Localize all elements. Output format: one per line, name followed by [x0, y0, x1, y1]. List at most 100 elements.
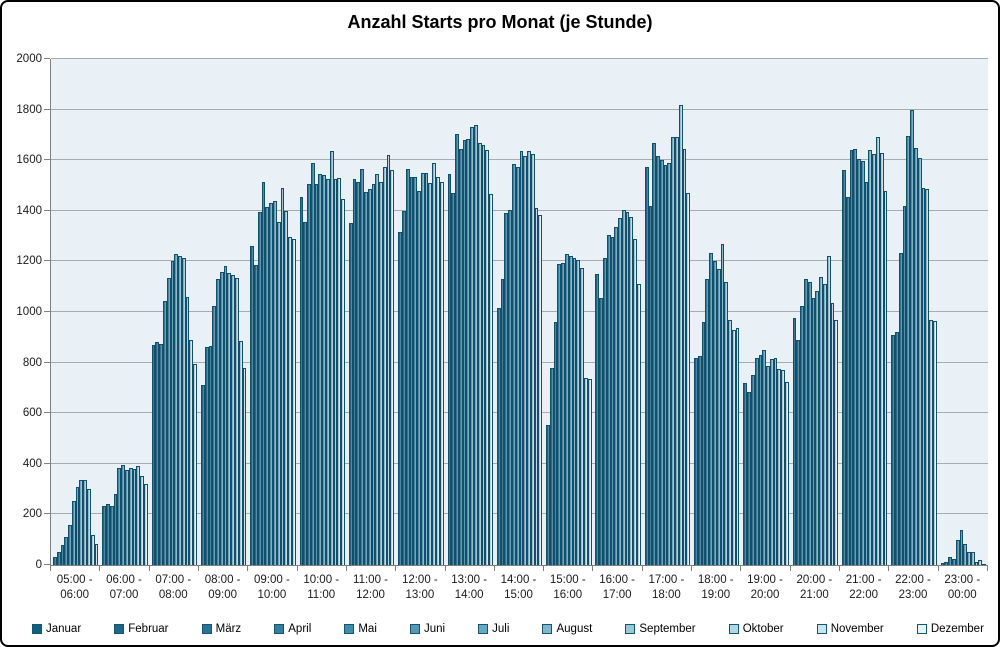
bar: [754, 357, 759, 565]
bar: [481, 145, 486, 565]
bar: [409, 176, 414, 565]
bar: [193, 363, 197, 565]
legend: Januar Februar März April Mai Juni Juli August S…: [32, 618, 984, 640]
legend-item: Juni: [409, 623, 445, 635]
bar: [750, 375, 755, 565]
legend-swatch-icon: [274, 624, 285, 634]
x-tick-label: 06:00 -07:00: [106, 574, 142, 601]
x-tick-label: 05:00 -06:00: [56, 574, 93, 601]
bar: [978, 560, 983, 565]
bar: [735, 328, 740, 565]
bar: [621, 209, 626, 565]
bar: [784, 381, 789, 565]
bar: [917, 157, 922, 565]
bar: [860, 161, 865, 565]
bar-group: [495, 59, 544, 565]
bar: [162, 300, 167, 565]
bar-group: [150, 59, 199, 565]
bar: [500, 279, 505, 565]
bar: [906, 136, 911, 565]
bar: [102, 505, 107, 565]
x-tick-label: 15:00 -16:00: [549, 574, 586, 601]
bar: [181, 257, 186, 565]
y-tick-label: 0: [35, 559, 42, 571]
bar: [629, 217, 634, 565]
bar: [238, 341, 243, 565]
legend-label: März: [215, 623, 242, 635]
y-tick: [44, 58, 50, 59]
y-axis-ticks: [44, 58, 50, 565]
bar: [75, 486, 80, 565]
bar: [546, 424, 550, 565]
bar: [932, 320, 937, 565]
bar: [250, 246, 255, 565]
bar: [864, 181, 869, 565]
bar: [174, 253, 179, 565]
y-tick-label: 1200: [16, 255, 42, 268]
bar: [398, 232, 402, 565]
bar: [143, 484, 148, 565]
bar: [428, 182, 433, 565]
bar: [853, 148, 858, 565]
bar-group: [593, 59, 642, 565]
legend-item: April: [274, 623, 311, 635]
bar: [364, 191, 368, 565]
gridline: [51, 108, 988, 110]
bar: [982, 563, 986, 565]
bar: [508, 209, 512, 565]
bar: [242, 367, 247, 565]
bar: [356, 181, 361, 565]
y-axis-labels: 0 200 400 600 800 1000 1200 1400 1600 1800 2000: [2, 53, 42, 571]
bar: [166, 277, 171, 565]
bar: [504, 213, 509, 565]
bar: [587, 379, 592, 565]
bar: [959, 529, 964, 565]
y-tick-label: 2000: [16, 53, 42, 65]
bar: [432, 162, 436, 565]
bar: [712, 261, 717, 565]
bar: [299, 196, 304, 565]
y-tick-label: 600: [22, 407, 42, 420]
bar: [675, 137, 679, 565]
bar: [970, 552, 975, 565]
bar: [595, 274, 600, 565]
bar: [318, 174, 323, 565]
bar: [777, 368, 782, 565]
y-tick: [44, 564, 50, 565]
bar: [568, 256, 573, 565]
x-tick: [148, 566, 150, 571]
legend-item: Januar: [32, 623, 81, 635]
legend-item: August: [542, 623, 592, 635]
bar: [948, 557, 952, 565]
bar: [132, 468, 137, 565]
bar: [599, 298, 603, 565]
bar: [170, 261, 175, 565]
x-axis-labels: 05:00 -06:00 06:00 -07:00 07:00 -08:00 08:0…: [50, 573, 987, 603]
bar: [804, 279, 808, 565]
legend-label: September: [639, 623, 696, 635]
bar: [136, 466, 141, 565]
bar: [606, 234, 611, 565]
bar: [876, 137, 880, 565]
x-tick: [789, 566, 791, 571]
legend-label: August: [556, 623, 593, 635]
bar: [79, 480, 84, 565]
bar: [527, 151, 531, 565]
bar: [819, 276, 823, 565]
x-tick: [987, 566, 988, 571]
bar: [185, 296, 190, 565]
bar: [254, 265, 258, 565]
bar: [413, 176, 418, 565]
bar-group: [298, 59, 347, 565]
bar: [329, 151, 334, 565]
bar: [834, 319, 839, 565]
bar: [523, 156, 528, 565]
y-tick-label: 1600: [16, 154, 42, 167]
y-tick-label: 800: [22, 356, 42, 369]
x-axis-ticks: [50, 566, 988, 571]
bar: [424, 172, 429, 565]
x-tick-label: 20:00 -21:00: [796, 574, 833, 601]
bar: [367, 189, 372, 565]
legend-item: Mai: [344, 623, 377, 635]
bar: [549, 367, 554, 565]
